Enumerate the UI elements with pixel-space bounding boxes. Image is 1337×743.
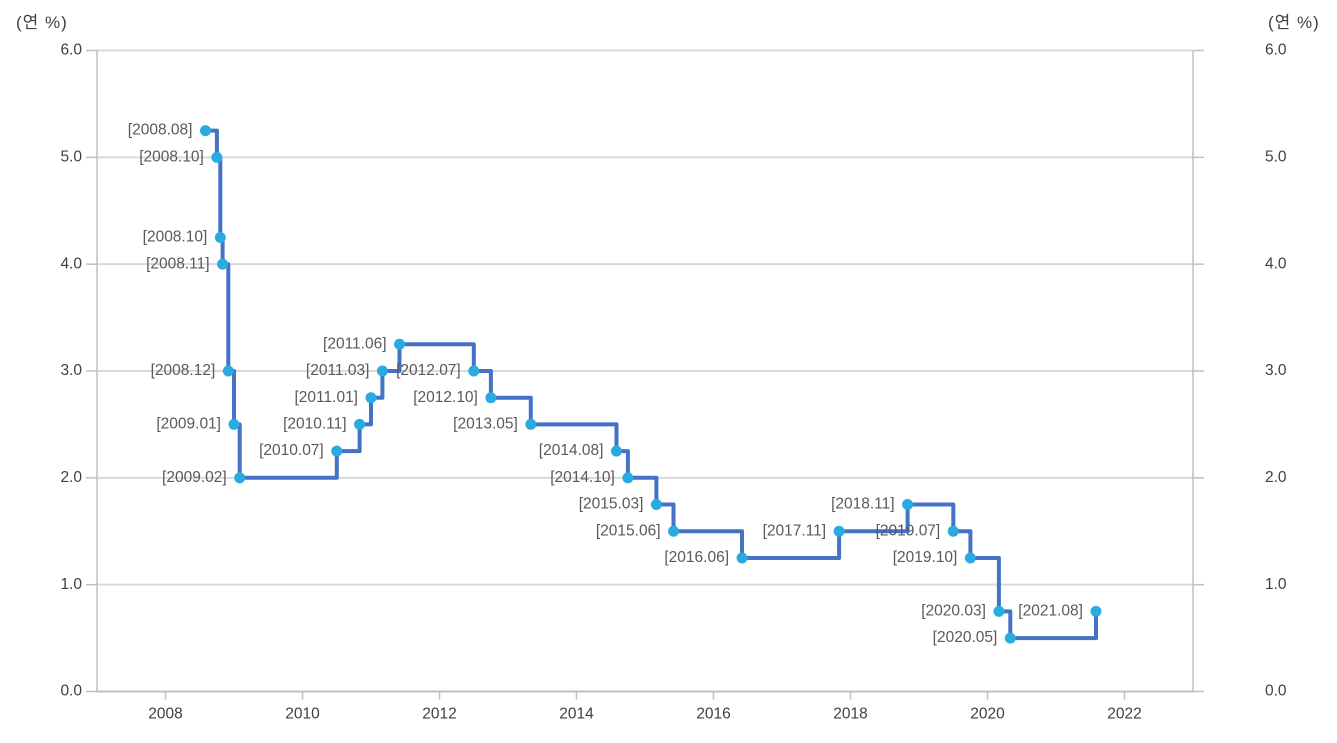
data-point-label: [2008.12] [151,362,216,379]
y-axis-tick-label-right: 2.0 [1265,469,1287,486]
data-point-marker [376,365,388,377]
data-point-label: [2018.11] [831,496,895,513]
y-axis-tick-label-right: 6.0 [1265,42,1287,59]
data-point-marker [736,552,748,564]
data-point-label: [2016.06] [664,549,729,566]
data-point-marker [947,525,959,537]
data-point-marker [214,231,226,243]
data-point-marker [1090,605,1102,617]
data-point-label: [2010.11] [283,416,347,433]
data-point-label: [2015.03] [579,496,644,513]
x-axis-tick-label: 2022 [1107,706,1141,723]
data-point-label: [2010.07] [259,442,324,459]
data-point-marker [354,418,366,430]
y-axis-tick-label-right: 1.0 [1265,576,1287,593]
data-point-marker [485,392,497,404]
y-axis-tick-label-left: 0.0 [60,683,82,700]
data-point-label: [2013.05] [453,416,518,433]
y-axis-tick-label-left: 6.0 [60,42,82,59]
x-axis-tick-label: 2016 [696,706,730,723]
data-point-marker [211,151,223,163]
x-axis-tick-label: 2020 [970,706,1005,723]
data-point-label: [2008.10] [139,148,204,165]
data-point-marker [650,499,662,511]
y-axis-tick-label-left: 3.0 [60,362,82,379]
data-point-label: [2021.08] [1018,602,1083,619]
data-point-label: [2009.01] [156,416,221,433]
data-point-marker [610,445,622,457]
y-axis-tick-label-right: 5.0 [1265,148,1287,165]
data-point-marker [331,445,343,457]
data-point-label: [2008.11] [146,255,210,272]
data-point-marker [394,338,406,350]
data-point-marker [668,525,680,537]
data-point-marker [234,472,246,484]
y-axis-tick-label-left: 5.0 [60,148,82,165]
data-point-label: [2019.07] [876,522,941,539]
data-point-label: [2008.08] [128,122,193,139]
data-point-marker [217,258,229,270]
y-axis-tick-label-left: 1.0 [60,576,82,593]
data-point-marker [833,525,845,537]
y-axis-tick-label-right: 0.0 [1265,683,1287,700]
data-point-label: [2011.01] [295,389,359,406]
data-point-label: [2015.06] [596,522,661,539]
data-point-marker [964,552,976,564]
data-point-label: [2009.02] [162,469,227,486]
data-point-label: [2017.11] [763,522,827,539]
y-axis-tick-label-right: 3.0 [1265,362,1287,379]
data-point-marker [468,365,480,377]
data-point-label: [2012.10] [413,389,478,406]
data-point-label: [2011.03] [306,362,370,379]
data-point-marker [222,365,234,377]
x-axis-tick-label: 2010 [285,706,320,723]
data-point-label: [2019.10] [893,549,958,566]
data-point-label: [2020.03] [921,602,986,619]
x-axis-tick-label: 2008 [148,706,182,723]
data-point-marker [525,418,537,430]
y-axis-tick-label-left: 4.0 [60,255,82,272]
data-point-label: [2008.10] [143,229,208,246]
rate-step-line [203,128,1098,641]
y-axis-tick-label-right: 4.0 [1265,255,1287,272]
data-point-marker [199,125,211,137]
data-point-marker [228,418,240,430]
data-point-label: [2011.06] [323,335,387,352]
x-axis-tick-label: 2014 [559,706,594,723]
y-axis-unit-label-left: (연 %) [16,13,68,32]
data-point-label: [2012.07] [396,362,461,379]
y-axis-tick-label-left: 2.0 [60,469,82,486]
data-point-marker [993,605,1005,617]
data-point-label: [2020.05] [933,629,998,646]
data-point-marker [365,392,377,404]
y-axis-unit-label-right: (연 %) [1268,13,1320,32]
data-point-marker [902,499,914,511]
data-point-marker [622,472,634,484]
data-point-label: [2014.08] [539,442,604,459]
data-point-label: [2014.10] [550,469,615,486]
x-axis-tick-label: 2012 [422,706,456,723]
data-point-marker [1004,632,1016,644]
x-axis-tick-label: 2018 [833,706,867,723]
